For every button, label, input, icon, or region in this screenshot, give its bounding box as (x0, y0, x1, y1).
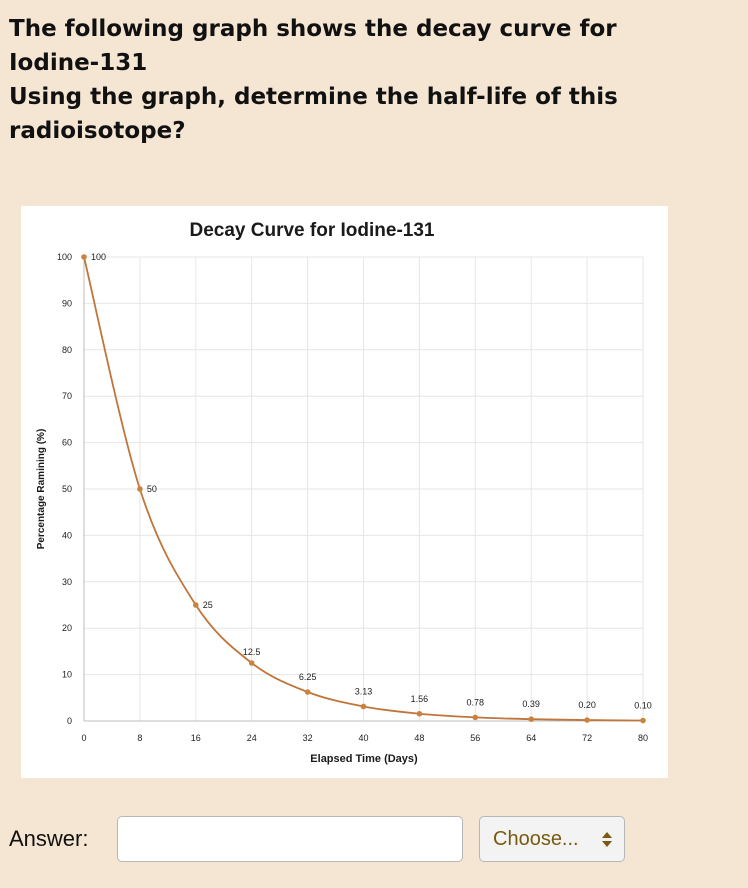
data-point-label: 3.13 (355, 686, 373, 696)
y-axis-label: Percentage Ramining (%) (36, 429, 47, 550)
data-point-marker (584, 717, 590, 723)
x-tick-label: 8 (137, 733, 142, 743)
up-down-chevron-icon (602, 830, 612, 850)
x-tick-label: 0 (81, 733, 86, 743)
data-point-marker (360, 703, 367, 710)
data-point-label: 0.39 (522, 699, 540, 709)
y-tick-label: 80 (62, 345, 72, 355)
data-point-marker (472, 714, 479, 721)
data-point-label: 0.78 (467, 697, 485, 707)
y-tick-label: 70 (62, 391, 72, 401)
data-point-marker (248, 660, 255, 666)
answer-input[interactable] (117, 816, 463, 862)
data-point-marker (81, 254, 87, 260)
x-tick-label: 80 (638, 733, 648, 743)
data-point-marker (137, 486, 143, 492)
data-point-label: 1.56 (411, 694, 429, 704)
data-point-label: 50 (147, 484, 157, 494)
y-tick-label: 30 (62, 577, 72, 587)
decay-chart-svg: 0 10 20 30 40 50 60 70 80 90 100 0 8 16 24 32 40 48 56 64 72… (36, 220, 652, 765)
question-line: radioisotope? (9, 118, 186, 144)
data-point-label: 100 (91, 252, 106, 262)
data-point-label: 0.10 (634, 701, 652, 711)
y-tick-label: 90 (62, 298, 72, 308)
data-point-label: 12.5 (243, 647, 261, 657)
question-line: Iodine-131 (9, 50, 148, 76)
y-tick-label: 0 (67, 716, 72, 726)
y-tick-label: 40 (62, 530, 72, 540)
unit-select-value: Choose... (493, 827, 579, 850)
answer-row: Answer: Choose... (9, 815, 739, 869)
y-tick-label: 20 (62, 623, 72, 633)
data-point-marker (193, 602, 199, 608)
data-point-marker (640, 717, 646, 724)
x-tick-label: 16 (191, 733, 201, 743)
question-line: The following graph shows the decay curv… (9, 16, 617, 42)
x-tick-label: 64 (526, 733, 536, 743)
x-tick-label: 32 (303, 733, 313, 743)
chart-title: Decay Curve for Iodine-131 (190, 220, 435, 241)
x-axis-label: Elapsed Time (Days) (310, 753, 418, 765)
x-tick-label: 56 (470, 733, 480, 743)
data-point-marker (528, 716, 534, 722)
y-tick-label: 60 (62, 438, 72, 448)
y-tick-label: 100 (57, 252, 72, 262)
unit-select[interactable]: Choose... (479, 816, 625, 862)
question-line: Using the graph, determine the half-life… (9, 84, 618, 110)
decay-chart: 0 10 20 30 40 50 60 70 80 90 100 0 8 16 24 32 40 48 56 64 72… (21, 206, 668, 778)
y-tick-label: 50 (62, 484, 72, 494)
question-text: The following graph shows the decay curv… (9, 12, 729, 148)
x-tick-label: 24 (247, 733, 257, 743)
x-tick-label: 48 (414, 733, 424, 743)
y-tick-label: 10 (62, 670, 72, 680)
answer-label: Answer: (9, 826, 89, 851)
data-point-marker (416, 710, 423, 717)
x-tick-label: 72 (582, 733, 592, 743)
x-tick-label: 40 (358, 733, 368, 743)
data-point-label: 6.25 (299, 672, 317, 682)
data-point-label: 25 (203, 600, 213, 610)
data-point-label: 0.20 (578, 700, 596, 710)
data-point-marker (304, 689, 311, 695)
